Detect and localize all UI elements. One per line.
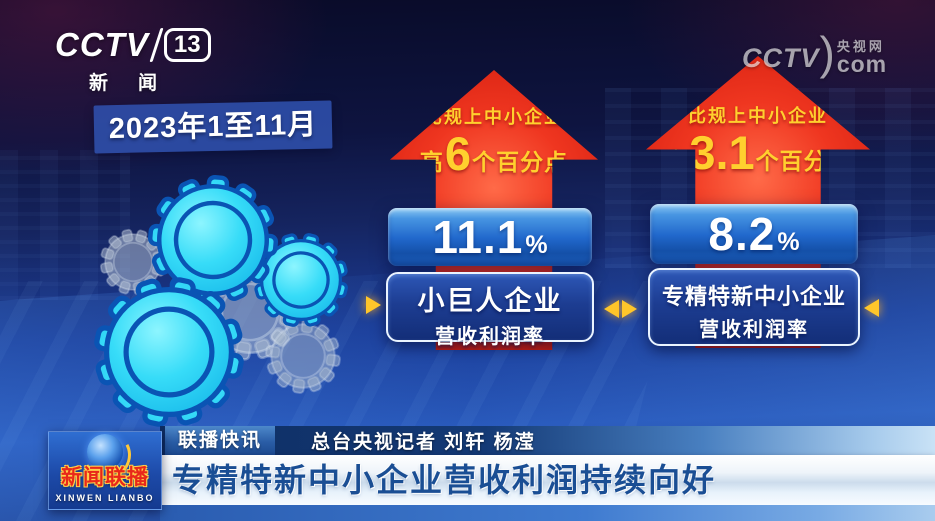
comparison-prefix: 高 (419, 149, 444, 175)
banner-topbar: 联播快讯 总台央视记者 刘轩 杨滢 (160, 426, 935, 455)
program-logo-title: 新闻联播 (61, 466, 149, 489)
watermark-domain: com (836, 51, 888, 77)
period-label: 2023年1至11月 (93, 100, 333, 154)
channel-subtitle: 新闻 (89, 73, 188, 94)
channel-logo: CCTV 13 新闻 (55, 26, 211, 95)
channel-number-badge: 13 (163, 28, 211, 62)
comparison-text: 比规上中小企业 (424, 107, 564, 127)
news-tag-label: 联播快讯 (165, 426, 276, 455)
category-name: 小巨人企业 (417, 286, 563, 316)
program-logo-subtitle: XINWEN LIANBO (55, 493, 155, 503)
value-box-left: 11.1% (388, 208, 592, 266)
reporter-byline: 总台央视记者 刘轩 杨滢 (311, 432, 536, 453)
metric-name: 营收利润率 (435, 326, 545, 348)
globe-icon (87, 434, 123, 470)
metric-unit: % (525, 231, 548, 259)
category-name: 专精特新中小企业 (661, 284, 846, 309)
comparison-suffix: 个百分点 (472, 149, 569, 175)
metric-name: 营收利润率 (699, 319, 809, 341)
headline-bar: 专精特新中小企业营收利润持续向好 (160, 455, 935, 505)
cctv-com-watermark: CCTV ) 央视网 com (742, 27, 888, 80)
metric-value: 8.2 (708, 208, 776, 260)
watermark-site-name: 央视网 (836, 39, 885, 54)
gears-graphic (45, 160, 375, 430)
channel-logo-text: CCTV (55, 26, 149, 63)
arrow-right-icon (622, 300, 637, 318)
headline-text: 专精特新中小企业营收利润持续向好 (172, 462, 717, 498)
arrow-left-icon (604, 300, 619, 318)
value-box-right: 8.2% (650, 204, 858, 264)
channel-logo-slash (149, 28, 164, 62)
comparison-text: 比规上中小企业 (688, 106, 828, 126)
watermark-cctv-text: CCTV (742, 42, 820, 73)
label-box-left: 小巨人企业 营收利润率 (386, 272, 594, 348)
metric-unit: % (777, 228, 800, 256)
arrow-left-icon (864, 299, 879, 317)
watermark-swoosh-icon: ) (819, 27, 835, 79)
comparison-gap-value: 3.1 (689, 126, 755, 179)
banner-bottombar (160, 505, 935, 521)
arrow-right-icon (366, 296, 381, 314)
metric-value: 11.1 (432, 211, 524, 263)
program-logo: 新闻联播 XINWEN LIANBO (48, 431, 162, 510)
label-box-right: 专精特新中小企业 营收利润率 (648, 268, 860, 346)
comparison-gap-value: 6 (444, 127, 472, 180)
